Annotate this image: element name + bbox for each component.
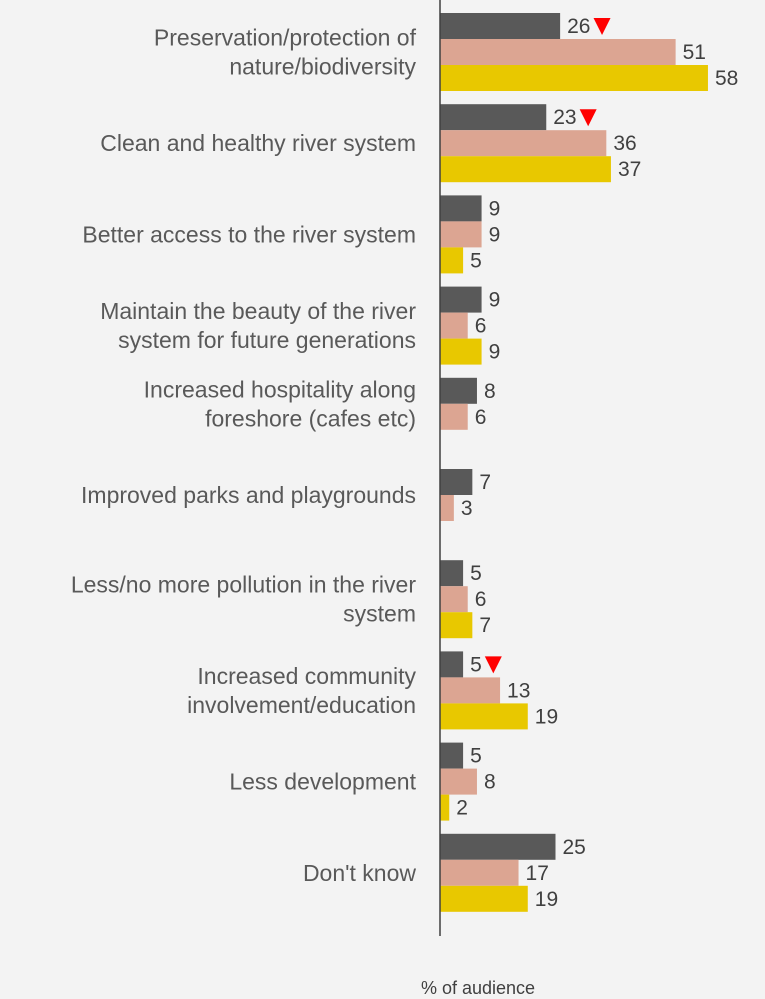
bar-s3-c8 — [440, 703, 528, 730]
bars-group — [440, 13, 708, 912]
bar-s2-c4 — [440, 312, 468, 339]
category-label-5-line-1: Increased hospitality along — [144, 376, 416, 402]
value-label-s1-c1: 26 — [567, 15, 590, 38]
value-label-s1-c4: 9 — [489, 289, 501, 312]
bar-s2-c6 — [440, 495, 454, 521]
category-label-9-line-1: Less development — [229, 769, 416, 795]
bar-s1-c4 — [440, 286, 482, 313]
bar-s1-c7 — [440, 560, 464, 587]
bar-s3-c4 — [440, 338, 482, 365]
value-label-s1-c10: 25 — [563, 836, 586, 859]
category-labels-group: Preservation/protection of nature/biodive… — [71, 25, 417, 886]
value-label-s3-c9: 2 — [456, 797, 468, 820]
decrease-marker-c1 — [593, 18, 611, 35]
bar-s3-c9 — [440, 794, 450, 821]
value-label-s1-c9: 5 — [470, 745, 482, 768]
bar-s1-c5 — [440, 377, 477, 404]
bar-s1-c2 — [440, 104, 547, 131]
category-label-10-line-1: Don't know — [303, 860, 416, 886]
value-label-s3-c1: 58 — [715, 67, 738, 90]
bar-s1-c10 — [440, 833, 556, 860]
bar-s1-c9 — [440, 742, 464, 769]
value-label-s2-c3: 9 — [489, 223, 501, 246]
value-label-s2-c10: 17 — [526, 862, 549, 885]
value-label-s2-c4: 6 — [475, 315, 487, 338]
category-label-4-line-2: system for future generations — [118, 327, 416, 353]
value-label-s3-c2: 37 — [618, 158, 641, 181]
category-label-7-line-1: Less/no more pollution in the river — [71, 572, 417, 598]
value-label-s2-c7: 6 — [475, 588, 487, 611]
bar-s3-c2 — [440, 156, 611, 183]
bar-s2-c8 — [440, 677, 501, 704]
bar-s2-c3 — [440, 221, 482, 248]
value-label-s1-c8: 5 — [470, 653, 482, 676]
value-label-s3-c7: 7 — [479, 614, 491, 637]
value-label-s1-c6: 7 — [479, 471, 491, 494]
value-label-s2-c1: 51 — [683, 41, 706, 64]
value-label-s1-c7: 5 — [470, 562, 482, 585]
bar-s1-c8 — [440, 651, 464, 678]
value-label-s3-c10: 19 — [535, 888, 558, 911]
decrease-marker-c8 — [484, 656, 502, 674]
category-label-7-line-2: system — [343, 601, 416, 627]
value-label-s2-c6: 3 — [461, 497, 473, 520]
value-label-s3-c4: 9 — [489, 341, 501, 364]
value-label-s2-c8: 13 — [507, 679, 530, 702]
bar-s3-c3 — [440, 247, 464, 274]
category-label-4-line-1: Maintain the beauty of the river — [100, 298, 416, 324]
value-label-s3-c8: 19 — [535, 705, 558, 728]
value-label-s1-c2: 23 — [553, 106, 576, 129]
value-label-s3-c3: 5 — [470, 249, 482, 272]
bar-s1-c1 — [440, 13, 561, 39]
bar-s3-c1 — [440, 65, 708, 91]
category-label-1-line-1: Preservation/protection of — [154, 25, 417, 51]
bar-s3-c10 — [440, 885, 528, 912]
category-label-8-line-1: Increased community — [197, 663, 416, 689]
category-label-6-line-1: Improved parks and playgrounds — [81, 482, 416, 508]
bar-s2-c7 — [440, 586, 468, 613]
x-axis-title: % of audience — [421, 978, 535, 998]
value-label-s1-c3: 9 — [489, 197, 501, 220]
value-label-s2-c9: 8 — [484, 771, 496, 794]
bar-s2-c9 — [440, 768, 477, 795]
category-label-1-line-2: nature/biodiversity — [229, 54, 416, 80]
category-label-5-line-2: foreshore (cafes etc) — [205, 405, 416, 431]
value-label-s1-c5: 8 — [484, 380, 496, 403]
bar-s1-c6 — [440, 469, 473, 495]
bar-s2-c10 — [440, 859, 519, 886]
category-label-3-line-1: Better access to the river system — [82, 221, 416, 247]
category-label-8-line-2: involvement/education — [187, 692, 416, 718]
category-label-2-line-1: Clean and healthy river system — [100, 130, 416, 156]
value-label-s2-c5: 6 — [475, 406, 487, 429]
decrease-marker-c2 — [579, 109, 597, 127]
bar-s2-c5 — [440, 403, 468, 430]
bar-s3-c7 — [440, 612, 473, 639]
bar-s1-c3 — [440, 195, 482, 222]
value-label-s2-c2: 36 — [613, 132, 636, 155]
bar-s2-c2 — [440, 130, 607, 157]
bar-s2-c1 — [440, 39, 676, 65]
